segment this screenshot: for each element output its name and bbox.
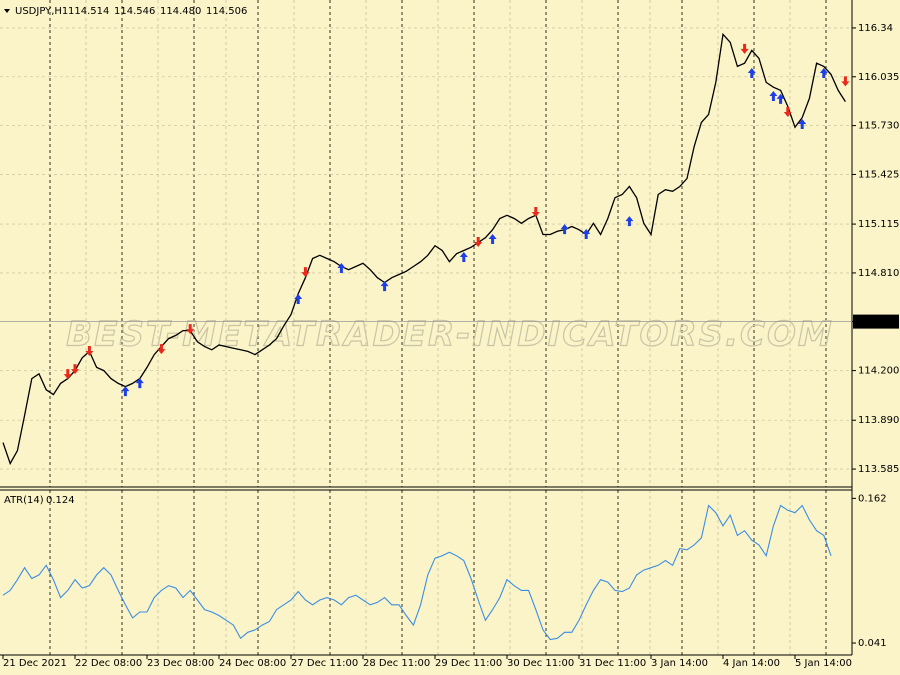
low: 114.480 — [160, 6, 201, 17]
sell-arrow — [157, 344, 166, 355]
x-tick-label: 22 Dec 08:00 — [75, 658, 142, 669]
price-line — [2, 32, 846, 466]
sell-arrow — [474, 236, 483, 247]
sell-arrow — [301, 267, 310, 278]
x-tick-label: 28 Dec 11:00 — [363, 658, 430, 669]
x-tick-label: 21 Dec 2021 — [3, 658, 67, 669]
symbol: USDJPY,H1 — [15, 6, 68, 17]
high: 114.546 — [114, 6, 155, 17]
sell-arrow — [71, 364, 79, 375]
buy-arrow — [625, 216, 634, 227]
buy-arrow — [560, 224, 569, 235]
y-tick-label: 115.730 — [858, 121, 899, 132]
buy-arrow — [747, 67, 756, 78]
x-tick-label: 24 Dec 08:00 — [219, 658, 286, 669]
watermark: BEST-METATRADER-INDICATORS.COM — [66, 315, 833, 355]
close: 114.506 — [206, 6, 247, 17]
buy-arrow — [798, 119, 807, 130]
x-tick-label: 27 Dec 11:00 — [291, 658, 358, 669]
y-tick-label: 116.035 — [858, 72, 899, 83]
y-tick-label: 116.34 — [858, 23, 893, 34]
buy-arrow — [380, 281, 389, 292]
menu-icon[interactable] — [4, 9, 10, 13]
y-tick-label: 114.506 — [858, 317, 899, 328]
buy-arrow — [769, 91, 778, 102]
indicator-name: ATR(14) — [4, 495, 44, 506]
sell-arrow — [531, 207, 540, 218]
x-tick-label: 23 Dec 08:00 — [147, 658, 214, 669]
y-tick-label: 0.041 — [858, 638, 887, 649]
buy-arrow — [294, 294, 303, 305]
sell-arrow — [740, 43, 749, 54]
buy-arrow — [135, 378, 144, 389]
buy-arrow — [121, 386, 130, 397]
buy-arrow — [459, 251, 468, 262]
atr-line — [2, 504, 832, 641]
y-tick-label: 0.162 — [858, 493, 887, 504]
x-tick-label: 30 Dec 11:00 — [507, 658, 574, 669]
x-tick-label: 3 Jan 14:00 — [651, 658, 708, 669]
buy-arrow — [582, 229, 591, 240]
x-tick-label: 29 Dec 11:00 — [435, 658, 502, 669]
y-tick-label: 113.890 — [858, 415, 899, 426]
sell-arrow — [841, 76, 850, 87]
y-tick-label: 114.200 — [858, 366, 899, 377]
y-tick-label: 114.810 — [858, 268, 899, 279]
sell-arrow — [783, 106, 792, 117]
y-tick-label: 113.585 — [858, 464, 899, 475]
sell-arrow — [85, 346, 94, 357]
y-tick-label: 115.425 — [858, 169, 899, 180]
sell-arrow — [63, 369, 72, 380]
open: 114.514 — [68, 6, 109, 17]
sell-arrow — [186, 324, 195, 335]
x-tick-label: 31 Dec 11:00 — [579, 658, 646, 669]
buy-arrow — [819, 67, 828, 78]
current-price-box — [853, 314, 899, 329]
x-tick-label: 4 Jan 14:00 — [723, 658, 780, 669]
x-tick-label: 5 Jan 14:00 — [795, 658, 852, 669]
buy-arrow — [776, 93, 785, 104]
y-tick-label: 115.115 — [858, 219, 899, 230]
buy-arrow — [488, 234, 497, 245]
buy-arrow — [337, 262, 346, 273]
indicator-value: 0.124 — [46, 495, 75, 506]
